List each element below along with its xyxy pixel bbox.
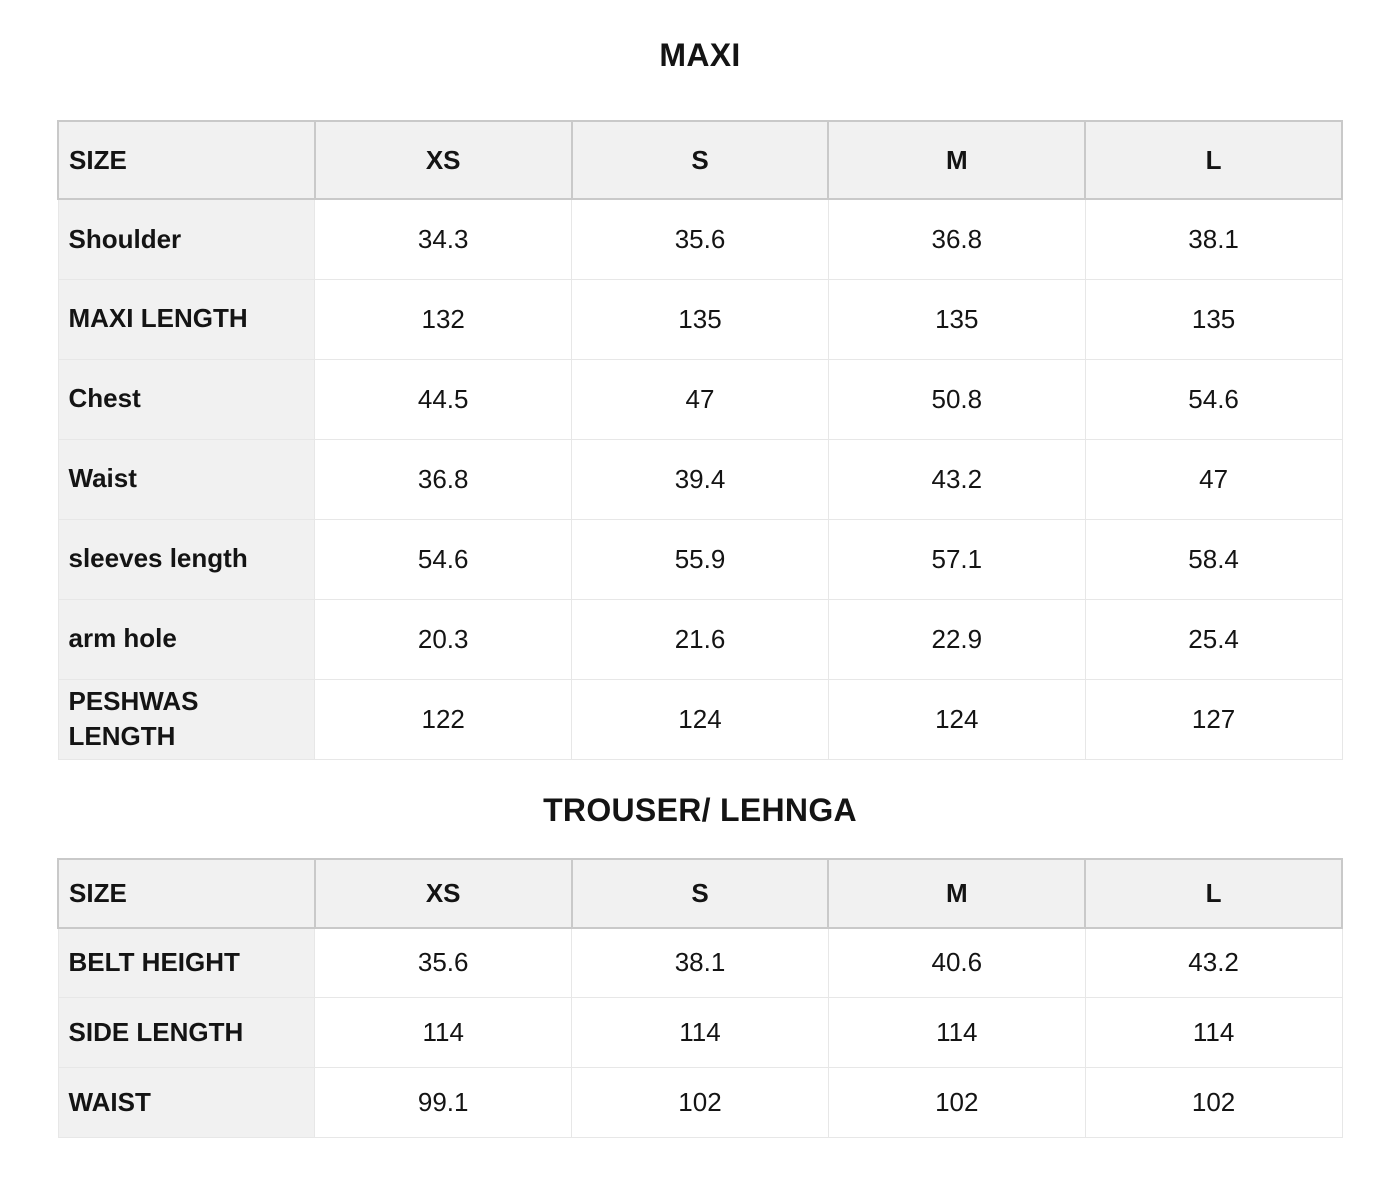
row-label-text: WAIST bbox=[68, 1086, 151, 1117]
table-row: Shoulder 34.3 35.6 36.8 38.1 bbox=[57, 198, 1343, 280]
size-value-cell: 21.6 bbox=[571, 598, 829, 680]
row-label: arm hole bbox=[57, 598, 316, 680]
row-label-text: PESHWAS LENGTH bbox=[68, 685, 199, 751]
column-header-xs: XS bbox=[313, 857, 573, 929]
size-value-cell: 114 bbox=[827, 997, 1086, 1068]
size-guide: MAXI SIZE XS S M L Shoulder 34.3 35.6 36.8 3… bbox=[57, 37, 1343, 1138]
column-header-size: SIZE bbox=[57, 857, 316, 929]
size-value-cell: 124 bbox=[827, 678, 1086, 760]
size-value-cell: 40.6 bbox=[827, 927, 1086, 998]
row-label: sleeves length bbox=[57, 518, 316, 600]
size-value-cell: 35.6 bbox=[571, 198, 829, 280]
table-row: arm hole 20.3 21.6 22.9 25.4 bbox=[57, 598, 1343, 680]
size-value-cell: 43.2 bbox=[1084, 927, 1343, 998]
size-value-cell: 135 bbox=[571, 278, 829, 360]
column-header-size: SIZE bbox=[57, 120, 316, 200]
size-value-cell: 44.5 bbox=[314, 358, 573, 440]
size-value-cell: 50.8 bbox=[827, 358, 1086, 440]
row-label-text: Chest bbox=[68, 383, 141, 414]
size-value-cell: 57.1 bbox=[827, 518, 1086, 600]
table-row: Chest 44.5 47 50.8 54.6 bbox=[57, 358, 1343, 440]
size-value-cell: 54.6 bbox=[314, 518, 573, 600]
size-value-cell: 36.8 bbox=[827, 198, 1086, 280]
row-label-text: BELT HEIGHT bbox=[68, 947, 240, 978]
size-value-cell: 39.4 bbox=[571, 438, 829, 520]
size-value-cell: 43.2 bbox=[827, 438, 1086, 520]
column-header-l: L bbox=[1084, 857, 1343, 929]
table-row: MAXI LENGTH 132 135 135 135 bbox=[57, 278, 1343, 360]
size-value-cell: 102 bbox=[1084, 1067, 1343, 1138]
maxi-table-title: MAXI bbox=[659, 37, 741, 73]
row-label: Chest bbox=[57, 358, 316, 440]
row-label: Waist bbox=[57, 438, 316, 520]
size-value-cell: 55.9 bbox=[571, 518, 829, 600]
size-value-cell: 135 bbox=[827, 278, 1086, 360]
size-value-cell: 114 bbox=[314, 997, 573, 1068]
trouser-lehnga-table-title: TROUSER/ LEHNGA bbox=[543, 791, 857, 828]
size-value-cell: 36.8 bbox=[314, 438, 573, 520]
row-label-text: sleeves length bbox=[68, 543, 248, 574]
table-row: PESHWAS LENGTH 122 124 124 127 bbox=[57, 678, 1343, 760]
size-value-cell: 47 bbox=[1084, 438, 1343, 520]
size-value-cell: 102 bbox=[827, 1067, 1086, 1138]
table-row: WAIST 99.1 102 102 102 bbox=[57, 1067, 1343, 1138]
row-label-text: arm hole bbox=[68, 623, 177, 654]
size-value-cell: 114 bbox=[571, 997, 829, 1068]
row-label: Shoulder bbox=[57, 198, 316, 280]
size-value-cell: 124 bbox=[571, 678, 829, 760]
size-value-cell: 135 bbox=[1084, 278, 1343, 360]
size-value-cell: 25.4 bbox=[1084, 598, 1343, 680]
row-label-text: Waist bbox=[68, 463, 137, 494]
size-value-cell: 38.1 bbox=[571, 927, 829, 998]
row-label: WAIST bbox=[57, 1067, 316, 1138]
size-value-cell: 20.3 bbox=[314, 598, 573, 680]
column-header-s: S bbox=[570, 857, 830, 929]
size-value-cell: 35.6 bbox=[314, 927, 573, 998]
header-row: SIZE XS S M L bbox=[57, 120, 1343, 200]
column-header-m: M bbox=[827, 120, 1087, 200]
row-label-text: SIDE LENGTH bbox=[68, 1016, 244, 1047]
size-value-cell: 47 bbox=[571, 358, 829, 440]
row-label: MAXI LENGTH bbox=[57, 278, 316, 360]
table-row: SIDE LENGTH 114 114 114 114 bbox=[57, 997, 1343, 1068]
header-row: SIZE XS S M L bbox=[57, 857, 1343, 929]
row-label-text: Shoulder bbox=[68, 223, 182, 254]
column-header-xs: XS bbox=[313, 120, 573, 200]
size-value-cell: 114 bbox=[1084, 997, 1343, 1068]
size-value-cell: 38.1 bbox=[1084, 198, 1343, 280]
size-value-cell: 58.4 bbox=[1084, 518, 1343, 600]
trouser-lehnga-size-table: SIZE XS S M L BELT HEIGHT 35.6 38.1 40.6 43.… bbox=[57, 857, 1343, 1138]
size-value-cell: 99.1 bbox=[314, 1067, 573, 1138]
table-row: Waist 36.8 39.4 43.2 47 bbox=[57, 438, 1343, 520]
size-value-cell: 127 bbox=[1084, 678, 1343, 760]
table-row: BELT HEIGHT 35.6 38.1 40.6 43.2 bbox=[57, 927, 1343, 998]
size-value-cell: 122 bbox=[314, 678, 573, 760]
row-label: SIDE LENGTH bbox=[57, 997, 316, 1068]
column-header-l: L bbox=[1084, 120, 1343, 200]
size-value-cell: 132 bbox=[314, 278, 573, 360]
row-label: BELT HEIGHT bbox=[57, 927, 316, 998]
size-value-cell: 102 bbox=[571, 1067, 829, 1138]
size-value-cell: 22.9 bbox=[827, 598, 1086, 680]
row-label-text: MAXI LENGTH bbox=[68, 303, 248, 334]
maxi-size-table: SIZE XS S M L Shoulder 34.3 35.6 36.8 38.1 MA… bbox=[57, 120, 1343, 760]
row-label: PESHWAS LENGTH bbox=[57, 678, 316, 760]
column-header-m: M bbox=[827, 857, 1087, 929]
table-row: sleeves length 54.6 55.9 57.1 58.4 bbox=[57, 518, 1343, 600]
size-value-cell: 34.3 bbox=[314, 198, 573, 280]
size-value-cell: 54.6 bbox=[1084, 358, 1343, 440]
column-header-s: S bbox=[570, 120, 830, 200]
